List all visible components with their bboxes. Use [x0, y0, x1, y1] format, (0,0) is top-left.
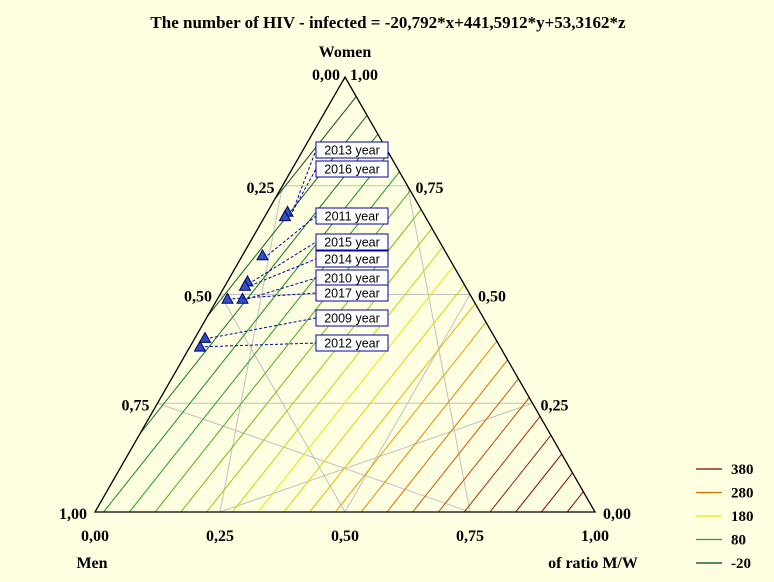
contour-line	[566, 491, 584, 513]
point-label: 2010 year	[324, 272, 380, 286]
point-label: 2014 year	[324, 253, 380, 267]
contour-line	[335, 322, 487, 513]
leader-line	[267, 215, 317, 256]
contour-line	[412, 378, 519, 513]
contour-line	[438, 397, 530, 513]
contour-line	[231, 246, 444, 513]
tick-label-left: 1,00	[59, 506, 87, 523]
contour-line	[541, 472, 573, 513]
point-label-box	[315, 207, 389, 225]
legend: 380 280 180 80 -20	[696, 462, 754, 572]
contour-line	[103, 152, 390, 513]
chart-title: The number of HIV - infected = -20,792*x…	[150, 13, 626, 32]
data-point: 2016 year	[278, 160, 389, 222]
contour-line	[463, 416, 541, 513]
tick-label-left: 0,00	[312, 67, 340, 84]
data-point: 2014 year	[238, 250, 389, 291]
point-label-box	[315, 284, 389, 302]
leader-line	[289, 168, 317, 217]
tick-label-left: 0,75	[122, 397, 150, 414]
point-label-box	[315, 250, 389, 268]
legend-item: 280	[696, 486, 754, 502]
tick-label-left: 0,50	[184, 289, 212, 306]
point-marker	[198, 331, 212, 343]
contour-line	[206, 227, 433, 513]
data-point: 2013 year	[281, 141, 389, 217]
legend-item: 80	[696, 533, 746, 549]
leader-line	[292, 149, 317, 213]
legend-label: 180	[731, 509, 754, 525]
axis-label-ratio: of ratio M/W	[548, 555, 638, 572]
point-marker	[238, 279, 252, 291]
data-point: 2017 year	[221, 284, 389, 304]
contour-line	[283, 284, 465, 513]
point-label-box	[315, 141, 389, 159]
tick-label-right: 0,00	[603, 506, 631, 523]
point-label: 2012 year	[324, 337, 380, 351]
tick-label-bottom: 0,25	[206, 528, 234, 545]
grid-line	[157, 402, 471, 513]
tick-label-right: 1,00	[350, 67, 378, 84]
tick-labels: 0,00 0,25 0,50 0,75 1,00 0,00 0,25 0,50 0,75 1,00…	[59, 67, 631, 545]
data-points: 2013 year 2016 year 2011 year 2015 year 2014…	[193, 141, 389, 352]
axis-label-women: Women	[319, 44, 372, 61]
contour-line	[139, 133, 379, 435]
contour-line	[257, 265, 454, 513]
triangle-frame	[93, 75, 597, 513]
point-marker	[256, 248, 269, 261]
leader-line	[209, 317, 317, 339]
point-marker	[221, 292, 234, 304]
contour-line	[386, 359, 509, 513]
tick-label-bottom: 0,50	[331, 528, 359, 545]
legend-item: -20	[696, 556, 751, 572]
point-label: 2011 year	[325, 210, 380, 224]
legend-item: 180	[696, 509, 754, 525]
legend-item: 380	[696, 462, 754, 478]
point-label: 2009 year	[324, 312, 380, 326]
point-marker	[193, 340, 207, 352]
leader-line	[247, 277, 317, 300]
tick-label-bottom: 1,00	[581, 528, 609, 545]
point-label-box	[315, 334, 389, 352]
tick-label-right: 0,50	[478, 289, 506, 306]
tick-label-left: 0,25	[247, 180, 275, 197]
point-label: 2013 year	[324, 144, 380, 158]
point-label-box	[315, 160, 389, 178]
leader-line	[232, 292, 317, 300]
data-point: 2011 year	[256, 207, 389, 261]
contour-line	[515, 453, 563, 513]
legend-label: 80	[731, 533, 746, 549]
point-label: 2017 year	[324, 287, 380, 301]
contour-line	[489, 434, 552, 513]
tick-label-bottom: 0,75	[456, 528, 484, 545]
data-point: 2012 year	[193, 334, 389, 352]
point-marker	[278, 209, 292, 222]
tick-label-bottom: 0,00	[81, 528, 109, 545]
contour-line	[360, 340, 498, 513]
point-label: 2016 year	[324, 163, 380, 177]
contour-line	[128, 171, 400, 513]
point-label-box	[315, 233, 389, 251]
legend-label: 380	[731, 462, 754, 478]
legend-label: -20	[731, 556, 751, 572]
leader-line	[204, 342, 317, 348]
data-point: 2015 year	[241, 233, 389, 287]
point-label: 2015 year	[324, 236, 380, 250]
leader-line	[249, 258, 317, 287]
axis-label-men: Men	[76, 555, 107, 572]
tick-label-right: 0,75	[416, 180, 444, 197]
contour-line	[309, 303, 476, 513]
tick-label-right: 0,25	[541, 397, 569, 414]
data-point: 2009 year	[198, 309, 389, 343]
point-label-box	[315, 309, 389, 327]
leader-line	[252, 241, 317, 282]
legend-label: 280	[731, 486, 754, 502]
